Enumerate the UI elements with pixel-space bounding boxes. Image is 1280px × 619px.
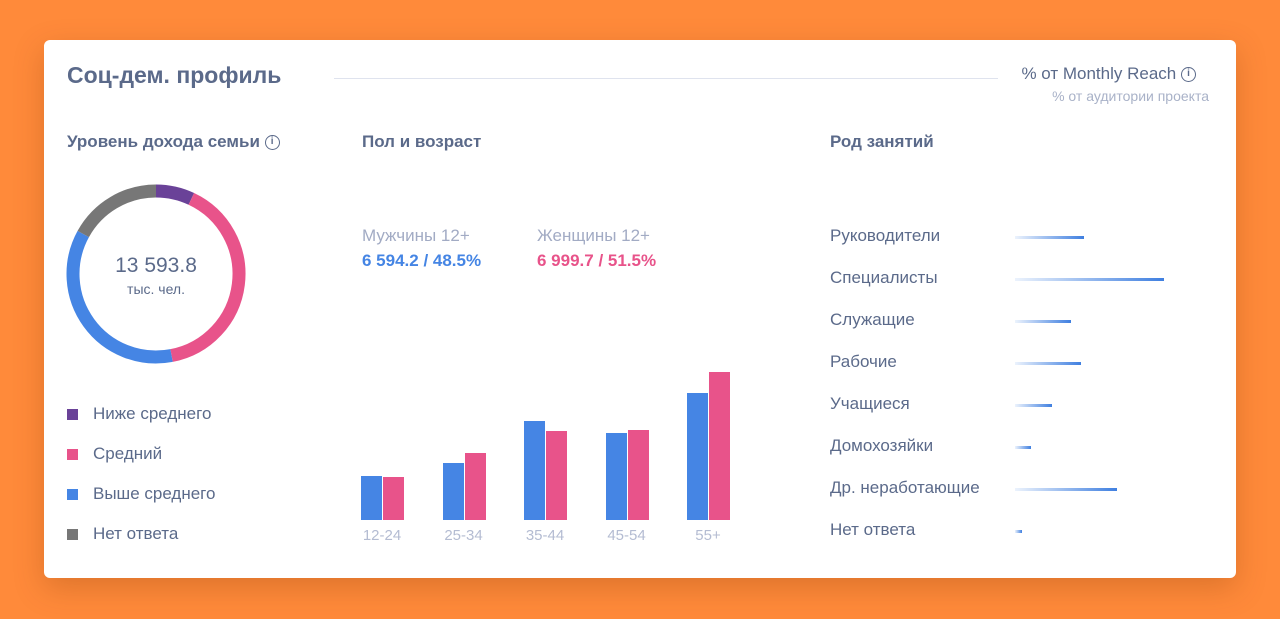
men-bar[interactable] (524, 420, 545, 520)
info-icon[interactable]: i (264, 135, 280, 151)
legend-swatch (67, 408, 78, 420)
legend-swatch (67, 448, 78, 460)
donut-unit: тыс. чел. (127, 281, 185, 297)
x-tick-label: 45-54 (607, 527, 646, 544)
gender-age-title: Пол и возраст (362, 132, 482, 151)
divider (334, 78, 998, 79)
donut-total: 13 593.8 (115, 254, 197, 277)
women-bar[interactable] (546, 430, 567, 520)
info-icon[interactable]: i (1181, 67, 1196, 83)
income-donut (66, 184, 246, 364)
men-bar[interactable] (605, 432, 627, 520)
occupation-bar[interactable] (1015, 320, 1071, 323)
legend-item: Выше среднего (67, 484, 215, 504)
income-section-title: Уровень дохода семьи i (67, 132, 280, 152)
legend-item: Средний (67, 444, 162, 464)
men-bar[interactable] (687, 392, 708, 520)
donut-segment[interactable] (170, 193, 246, 362)
x-tick-label: 25-34 (444, 527, 483, 544)
women-bar[interactable] (383, 477, 404, 520)
donut-segment[interactable] (155, 184, 195, 205)
occupation-label: Служащие (830, 310, 915, 329)
occupation-label: Учащиеся (830, 394, 910, 413)
women-bar[interactable] (627, 429, 649, 520)
legend-label: Ниже среднего (93, 404, 212, 423)
legend-label: Выше среднего (93, 484, 216, 503)
men-label: Мужчины 12+ (362, 226, 470, 245)
metric-label: % от Monthly Reach (1021, 64, 1177, 83)
occupation-bar[interactable] (1015, 488, 1117, 491)
income-title: Уровень дохода семьи (67, 132, 260, 151)
occupation-label: Рабочие (830, 352, 897, 371)
legend-item: Нет ответа (67, 524, 178, 544)
occupation-label: Нет ответа (830, 520, 916, 539)
occupation-label: Руководители (830, 226, 941, 245)
men-value: 6 594.2 / 48.5% (362, 251, 482, 270)
men-bar[interactable] (361, 476, 382, 520)
legend-swatch (67, 488, 78, 500)
legend-label: Нет ответа (93, 524, 179, 543)
occupation-bar[interactable] (1015, 404, 1052, 407)
donut-segment[interactable] (77, 184, 157, 238)
x-tick-label: 12-24 (362, 527, 402, 544)
legend-item: Ниже среднего (67, 404, 211, 424)
women-bar[interactable] (709, 372, 730, 520)
metric-sub-label[interactable]: % от аудитории проекта (1052, 88, 1209, 104)
men-bar[interactable] (442, 463, 464, 520)
occupation-bar[interactable] (1015, 236, 1084, 239)
occupation-label: Др. неработающие (830, 478, 980, 497)
occupation-bar[interactable] (1015, 446, 1031, 449)
women-label: Женщины 12+ (537, 226, 650, 245)
occupation-title: Род занятий (830, 132, 934, 151)
x-tick-label: 55+ (695, 527, 721, 544)
women-value: 6 999.7 / 51.5% (537, 251, 657, 270)
occupation-bar[interactable] (1015, 278, 1164, 281)
metric-selector[interactable]: % от Monthly Reach i (1021, 64, 1196, 84)
occupation-label: Специалисты (830, 268, 938, 287)
occupation-bar[interactable] (1015, 362, 1081, 365)
legend-swatch (67, 528, 78, 540)
socdem-profile-card: Соц-дем. профиль % от Monthly Reach i % … (44, 40, 1236, 578)
occupation-label: Домохозяйки (830, 436, 934, 455)
donut-segment[interactable] (66, 230, 173, 364)
page-title: Соц-дем. профиль (67, 62, 282, 88)
occupation-bar[interactable] (1015, 530, 1022, 533)
legend-label: Средний (93, 444, 163, 463)
women-bar[interactable] (464, 453, 486, 520)
x-tick-label: 35-44 (525, 527, 565, 544)
